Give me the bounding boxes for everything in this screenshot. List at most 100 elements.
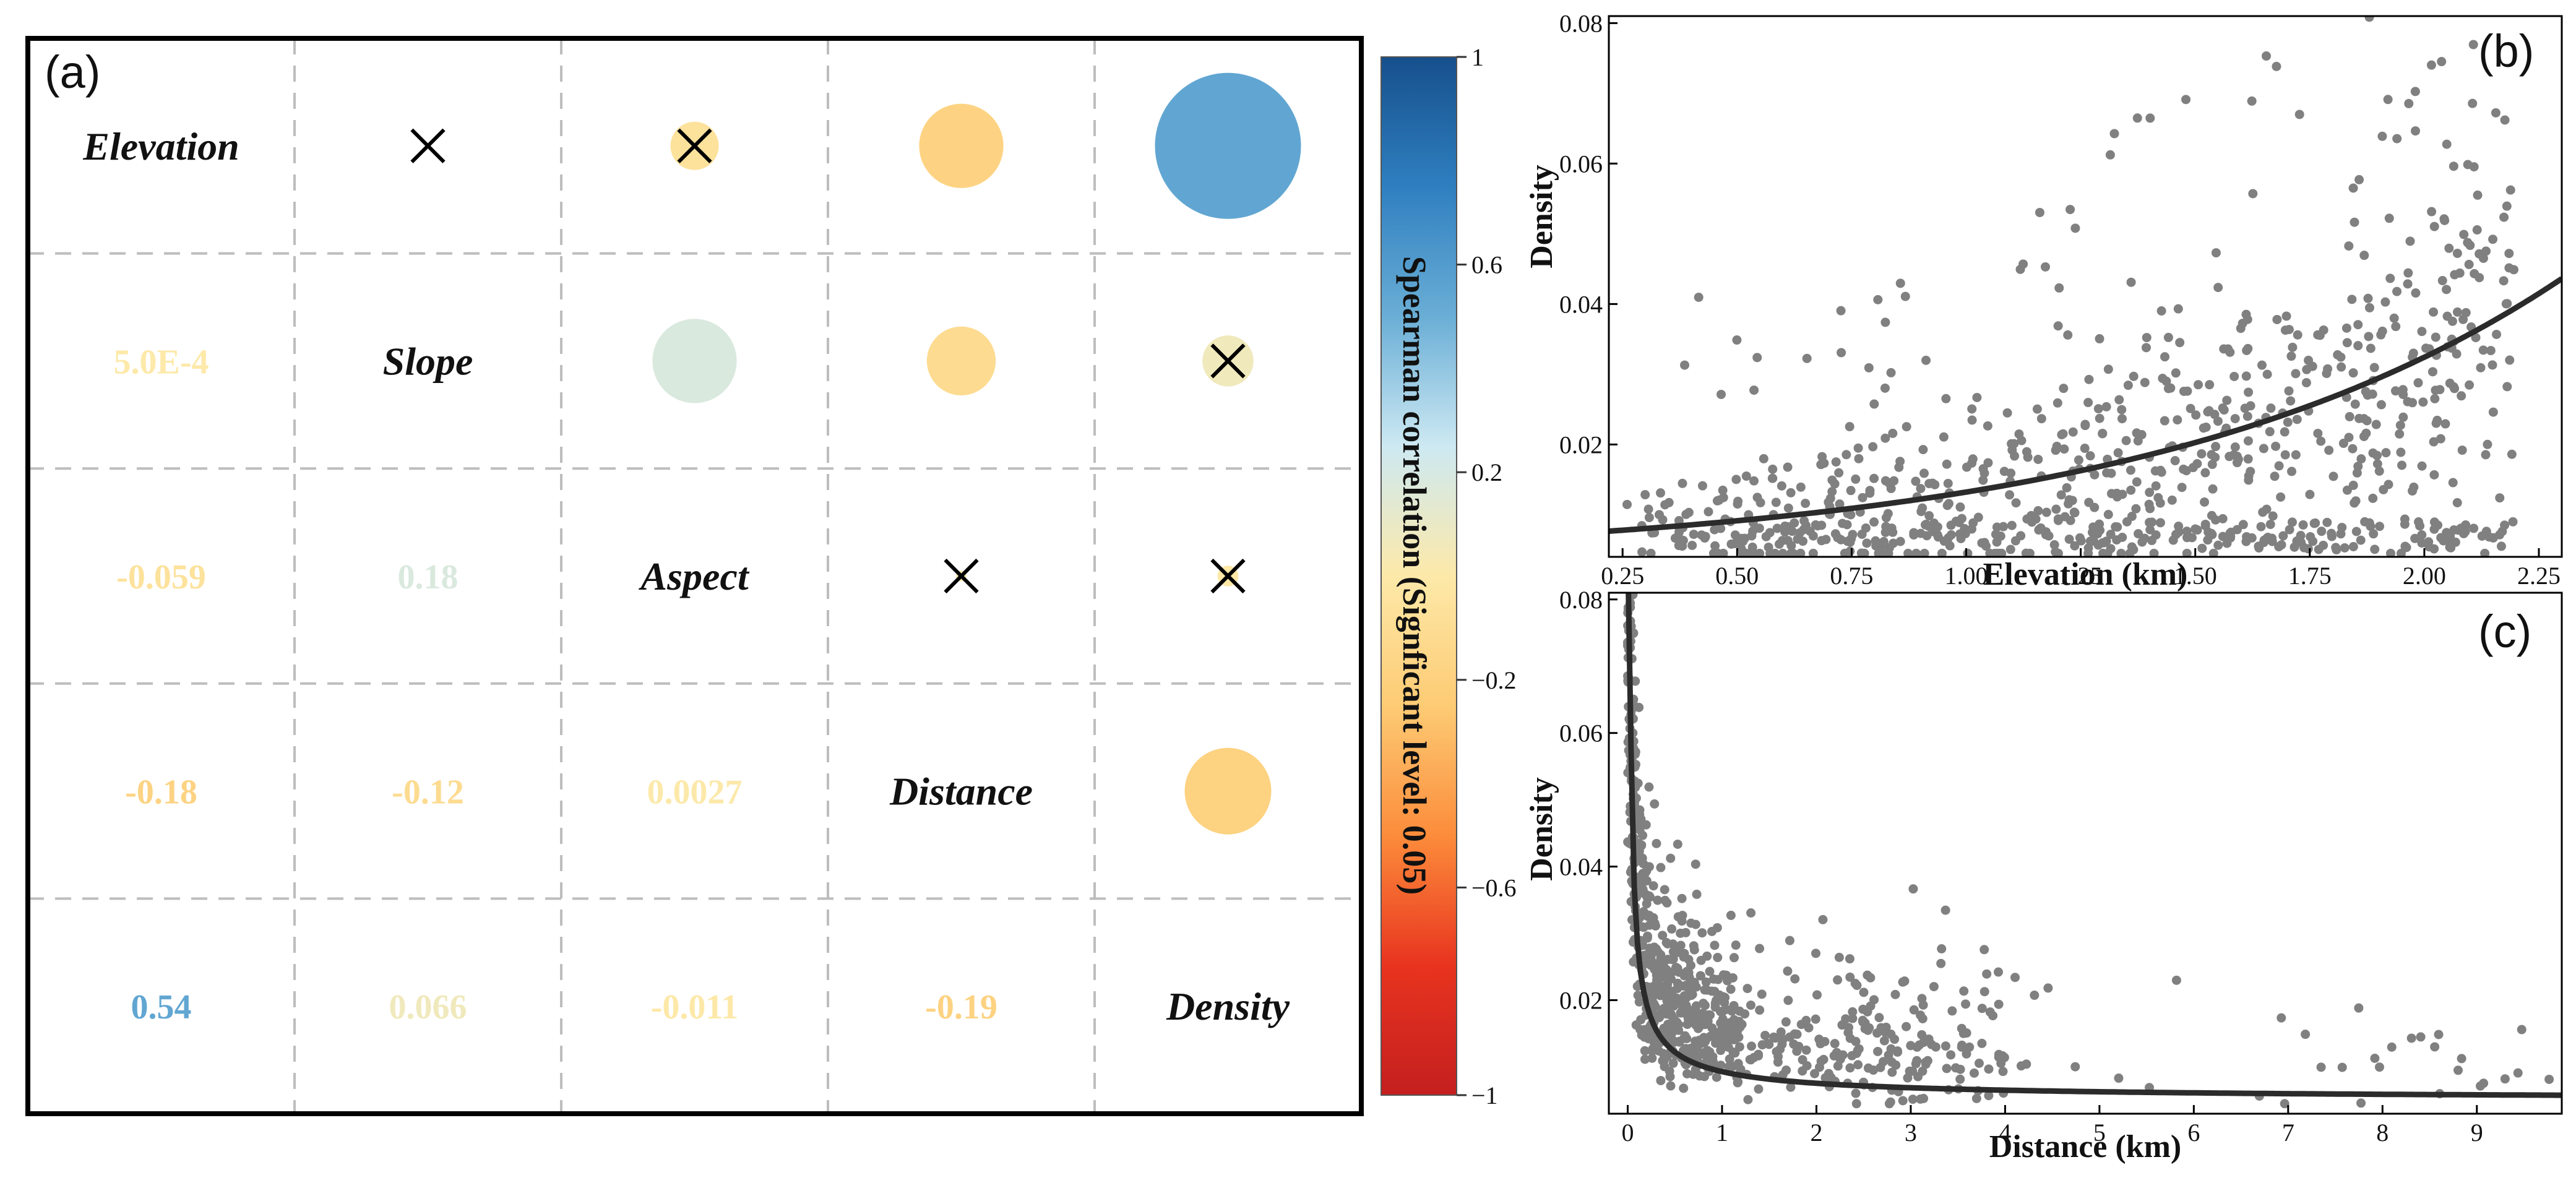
scatter-point bbox=[2504, 263, 2514, 273]
scatter-point bbox=[2140, 377, 2150, 387]
scatter-point bbox=[2356, 1098, 2366, 1108]
scatter-point bbox=[2222, 395, 2232, 405]
scatter-point bbox=[2500, 1074, 2510, 1084]
scatter-point bbox=[2463, 160, 2473, 170]
scatter-point bbox=[2478, 253, 2488, 263]
scatter-point bbox=[2448, 478, 2458, 488]
scatter-point bbox=[1946, 1050, 1956, 1060]
scatter-point bbox=[2207, 530, 2217, 540]
scatter-point bbox=[1819, 1054, 1829, 1064]
scatter-point bbox=[2544, 1074, 2554, 1084]
scatter-point bbox=[1760, 1030, 1770, 1040]
scatter-point bbox=[2201, 422, 2211, 432]
scatter-point bbox=[1846, 486, 1856, 496]
scatter-point bbox=[1648, 881, 1658, 891]
scatter-point bbox=[2211, 515, 2221, 525]
x-tick-label: 9 bbox=[2471, 1119, 2483, 1146]
scatter-point bbox=[1916, 484, 1926, 494]
scatter-point bbox=[1713, 548, 1723, 557]
scatter-point bbox=[1786, 541, 1796, 551]
scatter-point bbox=[2344, 241, 2354, 251]
scatter-point bbox=[1754, 1084, 1764, 1094]
scatter-point bbox=[1845, 972, 1855, 982]
scatter-point bbox=[2410, 533, 2420, 543]
scatter-point bbox=[2229, 371, 2239, 381]
cross-stroke bbox=[944, 558, 979, 594]
scatter-point bbox=[2364, 16, 2374, 22]
colorbar-tick-label: 1 bbox=[1471, 43, 1484, 71]
scatter-point bbox=[2074, 455, 2083, 465]
correlation-value-label: -0.011 bbox=[651, 988, 739, 1026]
scatter-point bbox=[1968, 454, 1978, 464]
scatter-point bbox=[2256, 522, 2266, 531]
scatter-point bbox=[1886, 368, 1896, 377]
scatter-point bbox=[2403, 268, 2413, 278]
scatter-point bbox=[2324, 445, 2334, 455]
scatter-point bbox=[1777, 1039, 1787, 1049]
scatter-point bbox=[1863, 970, 1872, 980]
scatter-point bbox=[1802, 353, 1812, 363]
not-significant-cross-icon bbox=[677, 128, 712, 163]
scatter-point bbox=[1664, 1008, 1674, 1018]
scatter-point bbox=[2385, 548, 2395, 557]
scatter-point bbox=[2232, 458, 2242, 468]
scatter-point bbox=[2141, 343, 2151, 353]
scatter-point bbox=[2437, 276, 2447, 286]
scatter-point bbox=[2027, 510, 2036, 520]
scatter-point bbox=[2366, 343, 2376, 353]
scatter-point bbox=[2385, 273, 2395, 283]
scatter-point bbox=[1858, 493, 1867, 502]
scatter-point bbox=[1902, 1022, 1911, 1031]
x-tick-label: 1 bbox=[1716, 1119, 1728, 1146]
scatter-point bbox=[2087, 527, 2097, 537]
scatter-point bbox=[2427, 207, 2437, 217]
scatter-point bbox=[1866, 1001, 1876, 1011]
scatter-point bbox=[1942, 459, 1952, 469]
matrix-gridlines bbox=[28, 38, 1361, 1114]
scatter-point bbox=[2098, 538, 2108, 548]
scatter-point bbox=[2368, 493, 2378, 503]
scatter-point bbox=[2218, 531, 2228, 541]
correlation-circle bbox=[652, 319, 737, 403]
scatter-point bbox=[1789, 1039, 1799, 1049]
scatter-point bbox=[2173, 415, 2182, 425]
scatter-point bbox=[2265, 427, 2275, 437]
scatter-point bbox=[2398, 412, 2408, 422]
scatter-point bbox=[1716, 1060, 1726, 1070]
scatter-point bbox=[1865, 486, 1875, 496]
scatter-point bbox=[1755, 944, 1765, 953]
scatter-point bbox=[2051, 504, 2061, 514]
scatter-point bbox=[2177, 483, 2187, 493]
scatter-point bbox=[2287, 467, 2297, 476]
scatter-point bbox=[1696, 955, 1706, 965]
scatter-point bbox=[2281, 311, 2291, 321]
scatter-point bbox=[2155, 518, 2165, 528]
scatter-point bbox=[2396, 447, 2406, 457]
scatter-point bbox=[1977, 1004, 1987, 1013]
scatter-point bbox=[1718, 1014, 1728, 1024]
scatter-point bbox=[1656, 1009, 1666, 1018]
scatter-point bbox=[1993, 967, 2003, 977]
scatter-point bbox=[2316, 1062, 2326, 1072]
scatter-point bbox=[1747, 1041, 1757, 1051]
scatter-point bbox=[2398, 385, 2408, 395]
scatter-point bbox=[2155, 498, 2165, 508]
scatter-point bbox=[1811, 949, 1820, 958]
scatter-point bbox=[2429, 437, 2439, 447]
scatter-point bbox=[2106, 530, 2116, 540]
scatter-point bbox=[2371, 419, 2381, 429]
scatter-point bbox=[2302, 364, 2312, 374]
scatter-point bbox=[1837, 1020, 1847, 1030]
scatter-point bbox=[1643, 862, 1653, 872]
scatter-point bbox=[2066, 205, 2075, 215]
scatter-point bbox=[2200, 497, 2210, 507]
scatter-points-b bbox=[1622, 16, 2518, 557]
scatter-point bbox=[1977, 1038, 1987, 1048]
scatter-point bbox=[2241, 536, 2251, 546]
scatter-point bbox=[1707, 1023, 1717, 1033]
scatter-point bbox=[2364, 332, 2374, 342]
scatter-point bbox=[2111, 522, 2121, 532]
scatter-point bbox=[1868, 1065, 1878, 1075]
scatter-point bbox=[2296, 531, 2306, 541]
xlabel-c: Distance (km) bbox=[1989, 1129, 2182, 1164]
